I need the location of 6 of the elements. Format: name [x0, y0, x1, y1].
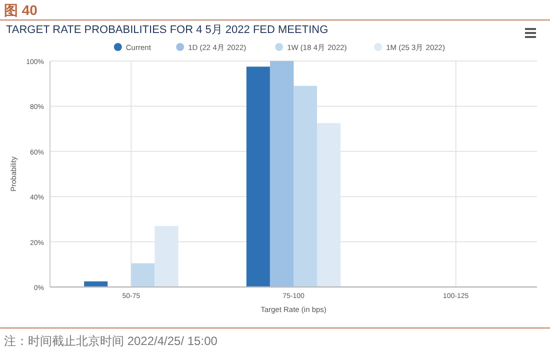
- chart-title: 图 40: [4, 2, 38, 18]
- bar: [131, 263, 155, 287]
- bar: [154, 226, 178, 287]
- bar: [317, 123, 341, 287]
- chart-subtitle: TARGET RATE PROBABILITIES FOR 4 5月 2022 FED MEETING: [6, 24, 328, 36]
- text: 注：时间截止北京时间 2022/4/25/ 15:00: [4, 334, 218, 348]
